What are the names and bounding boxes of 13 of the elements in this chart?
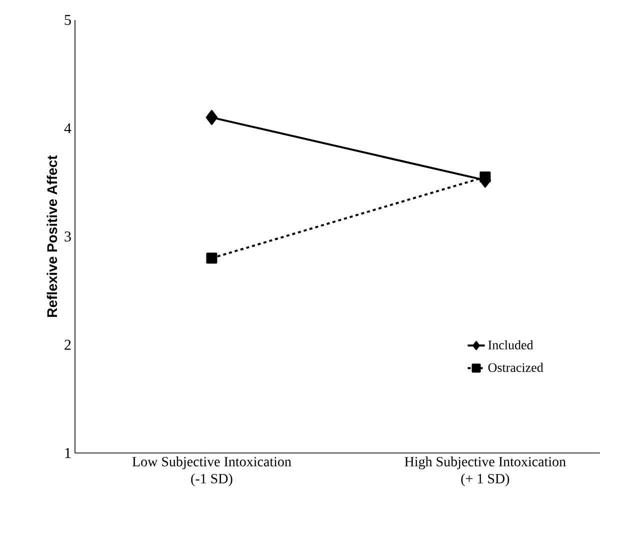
y-tick-label: 1 [65,448,71,458]
x-tick-label: High Subjective Intoxication (+ 1 SD) [404,456,566,486]
y-tick-label: 2 [64,340,71,350]
point [480,171,491,182]
x-tick-label: Low Subjective Intoxication (-1 SD) [132,456,292,486]
point [206,252,218,264]
y-tick-label: 4 [64,123,72,134]
y-tick-label: 5 [64,15,71,25]
y-tick-label: 3 [64,231,71,242]
legend-label: Included [488,340,534,350]
y-axis-title: Reflexive Positive Affect [46,155,58,317]
legend-label: Ostracized [488,362,544,372]
point [206,110,218,125]
